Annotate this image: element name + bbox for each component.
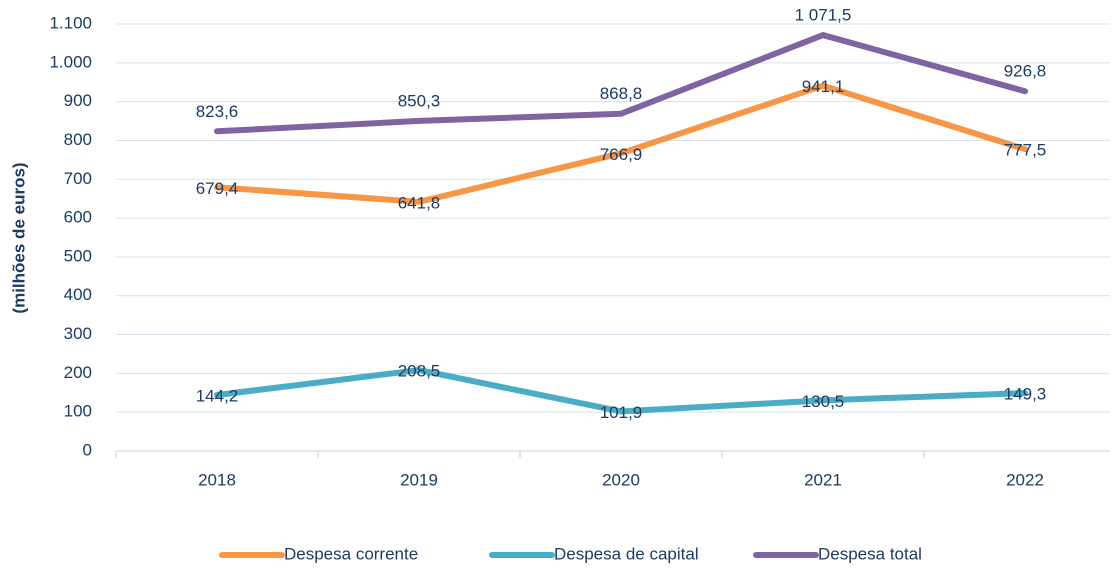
y-tick-label: 500 bbox=[64, 246, 92, 265]
series-line bbox=[214, 32, 1028, 135]
data-label: 208,5 bbox=[398, 362, 441, 381]
data-label: 850,3 bbox=[398, 91, 441, 110]
y-tick-label: 800 bbox=[64, 130, 92, 149]
data-label: 766,9 bbox=[600, 145, 643, 164]
series-line bbox=[214, 367, 1028, 415]
y-tick-label: 400 bbox=[64, 285, 92, 304]
y-tick-label: 700 bbox=[64, 169, 92, 188]
y-tick-label: 200 bbox=[64, 363, 92, 382]
x-tick-label: 2018 bbox=[198, 470, 236, 489]
y-tick-label: 900 bbox=[64, 91, 92, 110]
x-tick-label: 2019 bbox=[400, 470, 438, 489]
data-label: 679,4 bbox=[196, 179, 239, 198]
data-label: 101,9 bbox=[600, 403, 643, 422]
data-label: 868,8 bbox=[600, 84, 643, 103]
data-label: 777,5 bbox=[1004, 141, 1047, 160]
x-tick-label: 2022 bbox=[1006, 470, 1044, 489]
series-line bbox=[214, 82, 1028, 205]
x-tick-label: 2020 bbox=[602, 470, 640, 489]
legend-label: Despesa de capital bbox=[554, 544, 699, 563]
data-label: 823,6 bbox=[196, 102, 239, 121]
y-tick-label: 600 bbox=[64, 208, 92, 227]
x-tick-label: 2021 bbox=[804, 470, 842, 489]
y-tick-label: 0 bbox=[83, 440, 92, 459]
data-label: 926,8 bbox=[1004, 62, 1047, 81]
data-label: 941,1 bbox=[802, 77, 845, 96]
legend-label: Despesa corrente bbox=[284, 544, 418, 563]
data-label: 144,2 bbox=[196, 387, 239, 406]
y-axis-title: (milhões de euros) bbox=[9, 162, 28, 313]
legend-label: Despesa total bbox=[818, 544, 922, 563]
y-tick-label: 1.000 bbox=[49, 52, 92, 71]
y-tick-label: 300 bbox=[64, 324, 92, 343]
data-label: 641,8 bbox=[398, 193, 441, 212]
y-tick-label: 100 bbox=[64, 402, 92, 421]
data-label: 1 071,5 bbox=[795, 6, 852, 25]
data-label: 149,3 bbox=[1004, 385, 1047, 404]
y-tick-label: 1.100 bbox=[49, 13, 92, 32]
data-label: 130,5 bbox=[802, 392, 845, 411]
